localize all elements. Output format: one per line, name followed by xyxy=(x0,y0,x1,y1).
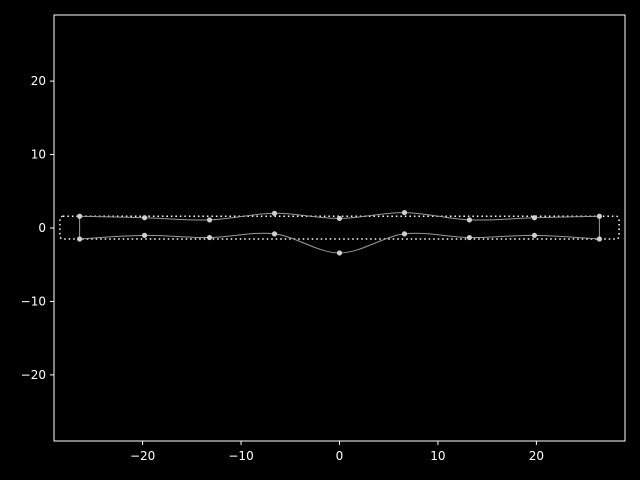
y-tick-label: 0 xyxy=(38,221,46,235)
axes-frame xyxy=(53,14,626,442)
series-1-point xyxy=(141,215,148,221)
y-tick-label: −10 xyxy=(21,294,46,308)
series-2-point xyxy=(531,232,538,238)
y-tick-label: −20 xyxy=(21,368,46,382)
y-tick-label: 20 xyxy=(31,74,46,88)
series-1-point xyxy=(596,213,603,219)
series-2-point xyxy=(76,236,83,242)
x-tick-label: −20 xyxy=(130,449,155,463)
series-1-point xyxy=(76,213,83,219)
series-2-point xyxy=(336,250,343,256)
series-1-point xyxy=(206,217,213,223)
series-1-point xyxy=(531,215,538,221)
series-1-point xyxy=(466,217,473,223)
y-tick-label: 10 xyxy=(31,148,46,162)
x-tick-label: 10 xyxy=(430,449,445,463)
x-tick-label: 20 xyxy=(529,449,544,463)
bounding-box xyxy=(59,215,620,240)
series-1-point xyxy=(271,210,278,216)
series-1-point xyxy=(336,215,343,222)
plot-area xyxy=(59,209,620,256)
series-2-point xyxy=(596,236,603,242)
x-tick-label: −10 xyxy=(228,449,253,463)
series-2-point xyxy=(271,231,278,237)
series-1-point xyxy=(401,209,408,216)
x-tick-label: 0 xyxy=(336,449,344,463)
series-2-point xyxy=(401,231,408,237)
axis-ticks: −20 −10 0 10 20 −20 −10 0 10 20 xyxy=(21,74,544,463)
series-2-point xyxy=(206,234,213,241)
series-2-point xyxy=(466,234,473,241)
series-2-point xyxy=(141,232,148,238)
